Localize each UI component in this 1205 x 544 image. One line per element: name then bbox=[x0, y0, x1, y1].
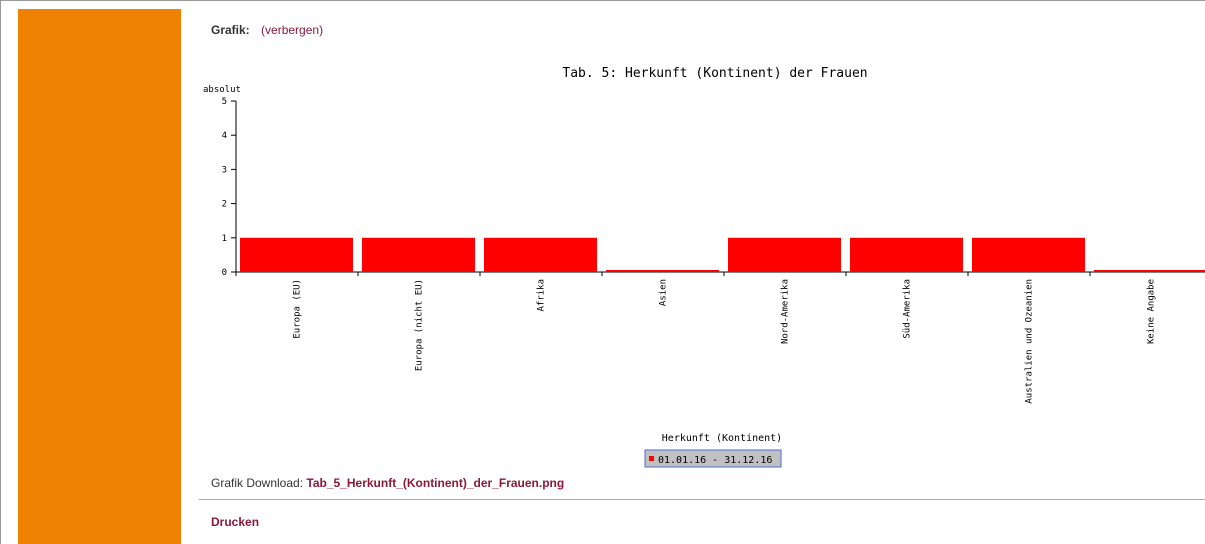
divider bbox=[199, 499, 1205, 500]
bar bbox=[484, 237, 597, 272]
download-file-link[interactable]: Tab_5_Herkunft_(Kontinent)_der_Frauen.pn… bbox=[306, 476, 565, 490]
chart-bars bbox=[240, 237, 1205, 272]
bar bbox=[606, 270, 719, 272]
y-tick-label: 5 bbox=[222, 97, 227, 107]
download-label: Grafik Download: bbox=[211, 476, 304, 490]
bar-chart: Tab. 5: Herkunft (Kontinent) der Frauen … bbox=[203, 66, 1205, 468]
sidebar bbox=[18, 9, 181, 544]
category-label: Afrika bbox=[537, 279, 547, 312]
category-label: Australien und Ozeanien bbox=[1025, 279, 1035, 404]
bar bbox=[728, 237, 841, 272]
category-label: Asien bbox=[659, 279, 669, 306]
category-label: Europa (nicht EU) bbox=[415, 279, 425, 371]
legend-series-label: 01.01.16 - 31.12.16 bbox=[658, 455, 772, 466]
category-label: Süd-Amerika bbox=[903, 279, 913, 339]
hide-graph-link[interactable]: (verbergen) bbox=[261, 23, 324, 37]
bar bbox=[850, 237, 963, 272]
x-axis-label: Herkunft (Kontinent) bbox=[662, 433, 782, 444]
bar bbox=[362, 237, 475, 272]
print-link[interactable]: Drucken bbox=[211, 515, 260, 529]
graph-label: Grafik: bbox=[211, 23, 250, 37]
bar bbox=[972, 237, 1085, 272]
category-label: Europa (EU) bbox=[293, 279, 303, 339]
y-tick-label: 3 bbox=[222, 165, 227, 175]
y-axis-label: absolut bbox=[203, 85, 241, 95]
category-label: Nord-Amerika bbox=[781, 279, 791, 344]
category-label: Keine Angabe bbox=[1147, 279, 1157, 344]
chart-title: Tab. 5: Herkunft (Kontinent) der Frauen bbox=[562, 66, 867, 81]
legend-swatch bbox=[649, 456, 654, 461]
bar bbox=[1094, 270, 1205, 272]
category-labels: Europa (EU) Europa (nicht EU) Afrika Asien N… bbox=[293, 279, 1157, 404]
bar bbox=[240, 237, 353, 272]
y-tick-label: 4 bbox=[222, 131, 227, 141]
graph-section-header: Grafik: (verbergen) bbox=[211, 23, 323, 37]
legend-box bbox=[644, 449, 782, 468]
chart-legend: 01.01.16 - 31.12.16 bbox=[644, 449, 782, 468]
download-row: Grafik Download: Tab_5_Herkunft_(Kontine… bbox=[211, 476, 564, 490]
y-tick-label: 1 bbox=[222, 234, 227, 244]
y-tick-label: 2 bbox=[222, 200, 227, 210]
y-tick-label: 0 bbox=[222, 268, 227, 278]
